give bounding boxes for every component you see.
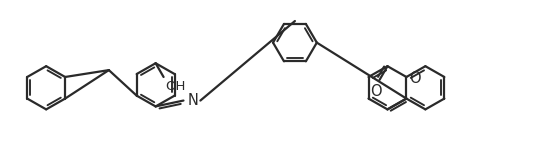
Text: OH: OH (166, 80, 186, 93)
Text: O: O (370, 84, 381, 99)
Text: O: O (409, 71, 421, 86)
Text: N: N (188, 93, 199, 108)
